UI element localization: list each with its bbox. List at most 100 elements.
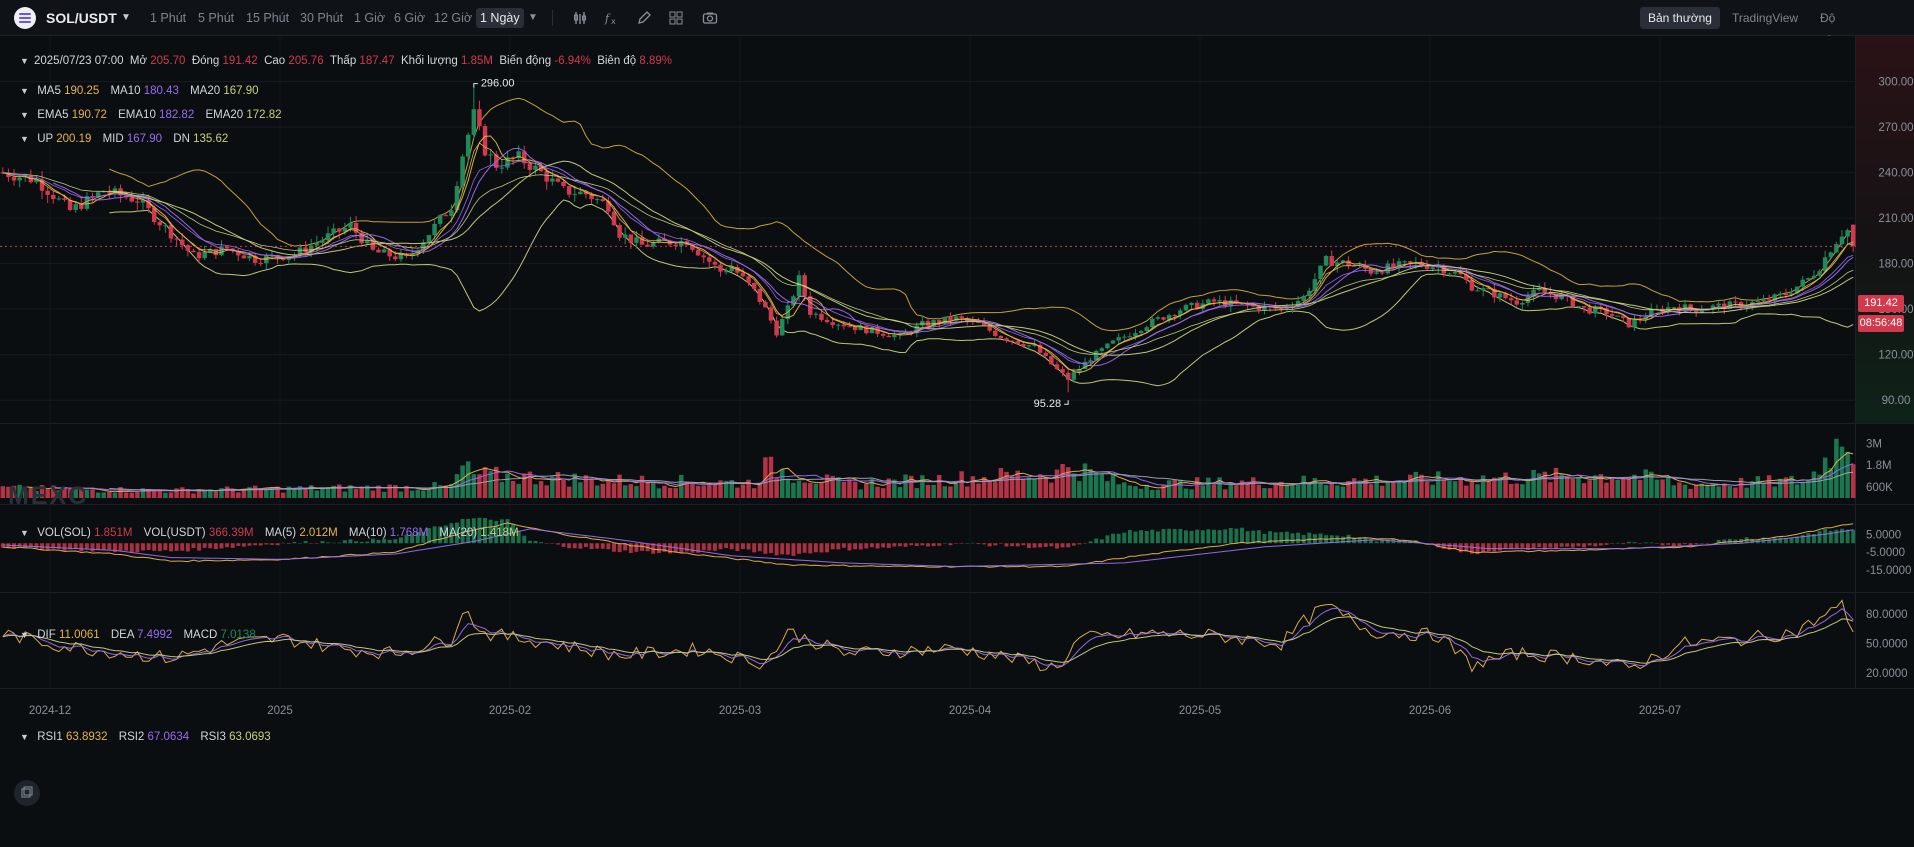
collapse-chevron-icon[interactable]: ▼ [20, 86, 29, 96]
candle-body [11, 177, 17, 181]
mode-standard[interactable]: Bản thường [1640, 7, 1720, 29]
candle-body [1452, 272, 1458, 274]
candle-body [477, 109, 482, 127]
volume-bar [236, 492, 241, 498]
volume-tick-label: 600K [1866, 482, 1893, 494]
volume-bar [808, 482, 813, 498]
candle-body [1262, 305, 1267, 311]
price-tick-label: 300.00 [1878, 77, 1913, 89]
time-tick-label: 2025-03 [719, 705, 761, 717]
volume-bar [1194, 477, 1200, 498]
volume-bar [426, 489, 432, 498]
timeframe-1[interactable]: 5 Phút [198, 11, 235, 25]
macd-histogram-bar [129, 543, 134, 553]
candle-body [1211, 299, 1217, 302]
volume-bar [1817, 474, 1822, 498]
layout-grid-icon[interactable] [668, 10, 684, 26]
volume-bar [768, 456, 774, 498]
timeframe-0[interactable]: 1 Phút [150, 11, 187, 25]
macd-histogram-bar [1840, 528, 1844, 544]
candle-body [942, 316, 948, 324]
layers-button[interactable] [14, 780, 40, 806]
timeframe-7[interactable]: 1 Ngày [476, 8, 524, 28]
symbol-selector[interactable]: SOL/USDT [46, 10, 117, 26]
timeframe-2[interactable]: 15 Phút [246, 11, 290, 25]
candle-body [555, 178, 561, 182]
candle-body [679, 240, 684, 247]
volume-bar [1699, 483, 1705, 498]
candle-body [1632, 319, 1637, 328]
collapse-chevron-icon[interactable]: ▼ [20, 134, 29, 144]
macd-histogram-bar [1587, 543, 1592, 546]
volume-bar [269, 487, 275, 498]
candle-body [432, 223, 437, 236]
volume-bar [213, 491, 219, 498]
macd-histogram-bar [791, 543, 796, 556]
volume-bar [1845, 451, 1850, 498]
candle-body [864, 325, 869, 334]
time-tick-label: 2025-02 [489, 705, 531, 717]
volume-bar [1340, 486, 1346, 498]
macd-histogram-bar [1688, 543, 1693, 546]
candle-body [359, 232, 364, 244]
candle-body [690, 245, 695, 250]
macd-histogram-bar [1531, 543, 1536, 549]
timeframe-caret-down-icon[interactable]: ▼ [528, 12, 538, 23]
chart-area[interactable]: 300.00270.00240.00210.00180.00150.00120.… [0, 36, 1914, 847]
volume-bar [353, 489, 359, 498]
volume-bar [1385, 482, 1391, 498]
volume-bar [1407, 474, 1413, 498]
camera-icon[interactable] [702, 10, 718, 26]
collapse-chevron-icon[interactable]: ▼ [20, 630, 29, 640]
macd-histogram-bar [1111, 533, 1116, 544]
chart-background [0, 36, 1914, 847]
volume-bar [718, 480, 723, 498]
volume-bar [561, 479, 566, 498]
timeframe-4[interactable]: 1 Giờ [354, 11, 386, 25]
volume-bar [135, 491, 140, 498]
volume-bar [746, 479, 751, 498]
timeframe-5[interactable]: 6 Giờ [394, 11, 426, 25]
symbol-caret-down-icon[interactable]: ▼ [121, 12, 131, 23]
volume-bar [1363, 478, 1368, 498]
volume-bar [1026, 477, 1032, 498]
collapse-chevron-icon[interactable]: ▼ [20, 110, 29, 120]
volume-bar [51, 485, 56, 498]
macd-histogram-bar [1217, 530, 1222, 544]
mode-depth[interactable]: Độ sâu [1820, 11, 1839, 47]
volume-bar [600, 483, 606, 498]
volume-bar [1671, 485, 1677, 498]
candle-body [1508, 298, 1514, 301]
collapse-chevron-icon[interactable]: ▼ [20, 528, 29, 538]
volume-bar [723, 480, 729, 498]
candle-body [1116, 337, 1121, 341]
macd-histogram-bar [808, 543, 813, 554]
macd-histogram-bar [1200, 530, 1205, 544]
volume-bar [1598, 474, 1604, 498]
volume-bar [892, 479, 897, 498]
volume-bar [1250, 477, 1256, 498]
volume-tick-label: 3M [1866, 438, 1882, 450]
volume-bar [639, 475, 645, 498]
timeframe-3[interactable]: 30 Phút [300, 11, 344, 25]
candle-body [1009, 340, 1015, 342]
indicator-bars-icon[interactable] [572, 10, 588, 26]
macd-legend: ▼ DIF 11.0061 DEA 7.4992 MACD 7.0138 [20, 627, 264, 643]
macd-histogram-bar [1240, 527, 1244, 544]
macd-histogram-bar [1711, 543, 1715, 544]
volume-bar [432, 482, 437, 498]
volume-bar [1032, 478, 1037, 498]
macd-histogram-bar [1273, 532, 1278, 544]
macd-histogram-bar [1570, 543, 1575, 548]
macd-histogram-bar [522, 535, 527, 544]
pencil-icon[interactable] [636, 10, 652, 26]
mode-tradingview[interactable]: TradingView [1732, 11, 1799, 25]
collapse-chevron-icon[interactable]: ▼ [20, 732, 29, 742]
candle-body [1217, 300, 1222, 302]
collapse-chevron-icon[interactable]: ▼ [20, 56, 29, 66]
macd-histogram-bar [640, 543, 644, 551]
timeframe-6[interactable]: 12 Giờ [434, 11, 473, 25]
candle-body [1279, 308, 1284, 310]
volume-bar [572, 473, 577, 498]
